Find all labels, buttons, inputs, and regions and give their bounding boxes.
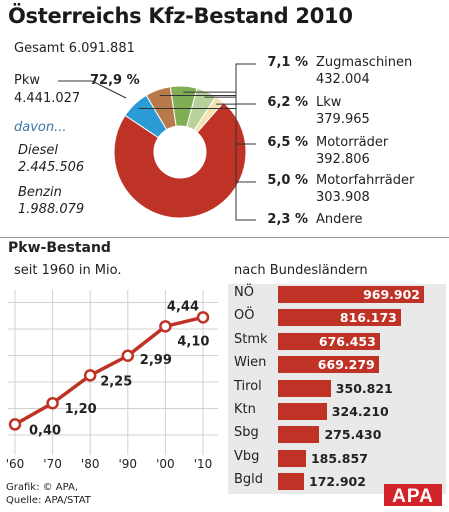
line-chart: 0,40 1,202,25 2,99 4,10 4,44 '60 '70 '80 '90 '00…: [6, 290, 218, 471]
leader-line-zugmaschinen: [138, 63, 256, 110]
bar-value-label: 172.902: [309, 474, 366, 490]
diesel-label: Diesel: [18, 143, 59, 158]
bar-value-label: 275.430: [324, 427, 382, 443]
bar: [278, 426, 320, 444]
legend-name: Zugmaschinen: [316, 55, 413, 70]
bar-category-label: Tirol: [234, 378, 262, 394]
x-tick-label: '60: [6, 457, 25, 471]
data-label: 2,99: [140, 353, 172, 368]
data-point: [46, 396, 59, 410]
apa-logo-mark: APA: [392, 486, 434, 507]
data-point: [8, 418, 22, 431]
series-line: [14, 315, 204, 426]
data-point: [83, 369, 97, 382]
bar-category-label: Vbg: [234, 448, 260, 464]
bar-category-label: Ktn: [234, 402, 256, 417]
legend-pct: 7,1 %: [267, 55, 308, 70]
legend-value: 303.908: [316, 190, 370, 205]
legend-name: Andere: [316, 212, 363, 227]
x-tick-label: '90: [119, 457, 138, 471]
benzin-value: 1.988.079: [18, 202, 85, 217]
apa-logo-text: APA: [392, 486, 434, 506]
bar-category-label: Sbg: [234, 425, 259, 441]
total-label: Gesamt 6.091.881: [14, 41, 135, 56]
bar: [278, 309, 401, 327]
footer-credit: Grafik: © APA,: [6, 482, 79, 493]
bar: [278, 473, 305, 491]
apa-logo: APA: [384, 484, 442, 507]
bar-value-label: 969.902: [363, 287, 420, 302]
legend-name: Lkw: [316, 95, 342, 110]
section-divider: [0, 237, 449, 238]
data-point: [159, 320, 172, 333]
bar-value-label: 324.210: [331, 404, 389, 419]
bar: [278, 449, 306, 467]
bar: [278, 403, 327, 420]
legend-value: 432.004: [316, 72, 370, 87]
bar: [278, 332, 380, 350]
data-label: 1,20: [65, 402, 97, 417]
bar: [278, 286, 424, 303]
bar: [278, 379, 331, 397]
data-label: 4,10: [177, 334, 209, 349]
diesel-value: 2.445.506: [18, 160, 85, 175]
x-tick-label: '00: [156, 457, 175, 471]
bar-subtitle: nach Bundesländern: [234, 263, 368, 278]
pkw-label: Pkw: [14, 73, 40, 88]
footer-source: Quelle: APA/STAT: [6, 495, 91, 506]
bar-value-label: 185.857: [310, 450, 368, 466]
pie-slice-andere: [193, 95, 225, 134]
davon-label: davon...: [14, 120, 67, 135]
bar-category-label: OÖ: [234, 308, 255, 324]
pkw-leader-line-2: [91, 80, 127, 99]
benzin-label: Benzin: [18, 185, 62, 200]
pkw-pct: 72,9 %: [90, 73, 140, 88]
legend-pct: 2,3 %: [267, 212, 308, 227]
bar: [278, 356, 379, 374]
legend-name: Motorräder: [316, 135, 389, 150]
section2-title: Pkw-Bestand: [8, 240, 111, 256]
footer: Grafik: © APA, Quelle: APA/STAT: [6, 481, 91, 507]
legend-pct: 6,5 %: [267, 135, 308, 150]
bar-category-label: Wien: [234, 355, 267, 371]
bar-value-label: 669.279: [317, 357, 375, 373]
pkw-value: 4.441.027: [14, 91, 81, 106]
leader-line-andere: [216, 103, 256, 221]
x-tick-label: '70: [43, 457, 62, 471]
bar-value-label: 676.453: [318, 333, 376, 349]
data-label: 4,44: [167, 299, 199, 314]
data-label: 2,25: [100, 374, 132, 389]
data-label: 0,40: [29, 423, 61, 438]
bar-category-label: Bgld: [234, 472, 264, 488]
data-point: [196, 311, 210, 324]
page-title: Österreichs Kfz-Bestand 2010: [8, 4, 353, 28]
pie-slice-pkw: [113, 101, 247, 219]
legend-value: 392.806: [316, 152, 370, 167]
data-point: [121, 349, 135, 363]
pie-chart: [58, 63, 256, 221]
bar-category-label: Stmk: [234, 331, 268, 347]
legend-value: 379.965: [316, 112, 370, 127]
x-tick-label: '10: [194, 457, 213, 471]
line-subtitle: seit 1960 in Mio.: [14, 263, 122, 278]
x-tick-label: '80: [81, 457, 100, 471]
legend-pct: 5,0 %: [267, 173, 308, 188]
bar-value-label: 350.821: [335, 380, 393, 396]
bar-value-label: 816.173: [339, 310, 397, 326]
bar-category-label: NÖ: [234, 285, 254, 300]
legend-name: Motorfahrräder: [316, 173, 415, 188]
legend-pct: 6,2 %: [267, 95, 308, 110]
